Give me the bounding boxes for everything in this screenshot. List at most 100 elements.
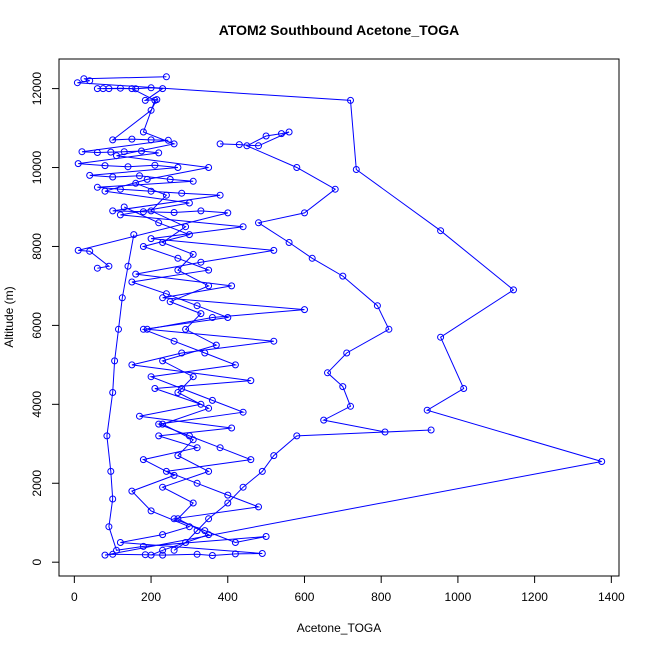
data-point: [231, 550, 239, 558]
data-point: [147, 207, 155, 215]
data-point: [178, 189, 186, 197]
data-point: [103, 432, 111, 440]
data-point: [166, 298, 174, 306]
x-tick-label: 400: [218, 590, 238, 604]
y-tick-label: 4000: [30, 391, 44, 418]
data-point: [128, 278, 136, 286]
data-point: [107, 148, 115, 156]
data-point: [147, 106, 155, 114]
data-point: [235, 141, 243, 149]
data-point: [130, 231, 138, 239]
data-point: [216, 191, 224, 199]
data-point: [182, 325, 190, 333]
data-point: [174, 164, 182, 171]
data-point: [109, 207, 117, 215]
data-point: [116, 185, 124, 193]
data-point: [170, 209, 178, 216]
data-point: [437, 227, 445, 235]
data-point: [255, 219, 262, 227]
data-point: [86, 171, 94, 179]
data-point: [139, 456, 147, 464]
data-point: [193, 444, 201, 452]
data-point: [109, 136, 117, 144]
data-point: [132, 179, 140, 187]
series-3: [170, 128, 435, 554]
series-1: [73, 73, 606, 559]
data-point: [116, 84, 124, 92]
data-point: [147, 373, 155, 381]
x-tick-label: 0: [71, 590, 78, 604]
data-point: [347, 96, 354, 104]
data-point: [437, 333, 445, 341]
data-point: [239, 408, 247, 416]
data-point: [78, 148, 86, 156]
data-point: [331, 185, 339, 193]
data-point: [205, 467, 213, 475]
data-point: [205, 515, 213, 523]
data-point: [153, 96, 161, 104]
data-point: [460, 385, 468, 392]
data-point: [139, 243, 147, 250]
data-point: [231, 539, 239, 546]
data-point: [228, 424, 236, 432]
data-point: [343, 349, 351, 357]
data-point: [139, 542, 147, 550]
series-line: [77, 76, 602, 557]
data-point: [193, 302, 201, 310]
data-point: [174, 452, 182, 460]
data-point: [136, 412, 143, 420]
data-point: [174, 515, 182, 523]
data-point: [285, 239, 293, 246]
data-point: [270, 337, 278, 345]
data-point: [510, 286, 517, 294]
data-point: [109, 495, 117, 503]
data-point: [147, 136, 155, 144]
data-point: [185, 231, 193, 239]
data-point: [347, 402, 354, 410]
data-point: [159, 294, 167, 302]
data-point: [174, 254, 182, 262]
data-point: [105, 262, 113, 270]
data-point: [155, 219, 163, 227]
data-point: [320, 416, 328, 424]
data-point: [339, 383, 347, 391]
data-point: [201, 349, 209, 357]
data-point: [93, 149, 101, 156]
data-point: [243, 142, 251, 150]
data-point: [147, 551, 155, 559]
data-point: [151, 385, 159, 392]
data-point: [162, 191, 170, 199]
data-point: [178, 349, 186, 357]
data-point: [113, 546, 120, 554]
x-axis: 0 200 400 600 800 1000 1200 1400: [71, 575, 625, 604]
data-point: [139, 208, 147, 216]
data-point: [159, 239, 167, 246]
data-point: [107, 467, 115, 475]
data-point: [111, 357, 119, 365]
data-point: [373, 302, 381, 310]
data-point: [155, 149, 163, 157]
data-point: [423, 406, 431, 414]
data-point: [128, 361, 136, 369]
data-point: [258, 550, 266, 557]
series-layer: [73, 73, 606, 559]
data-point: [189, 250, 197, 258]
data-point: [231, 361, 239, 369]
x-tick-label: 600: [294, 590, 314, 604]
data-point: [74, 160, 82, 168]
data-point: [170, 546, 178, 554]
data-point: [381, 428, 389, 436]
data-point: [239, 483, 247, 491]
data-point: [255, 142, 262, 150]
data-point: [255, 503, 262, 511]
data-point: [262, 132, 270, 140]
data-point: [124, 262, 132, 270]
data-point: [352, 166, 360, 173]
data-point: [162, 73, 170, 81]
x-axis-label: Acetone_TOGA: [297, 621, 382, 635]
data-point: [224, 499, 232, 507]
data-point: [147, 187, 155, 195]
data-point: [115, 325, 122, 333]
data-point: [132, 270, 140, 278]
